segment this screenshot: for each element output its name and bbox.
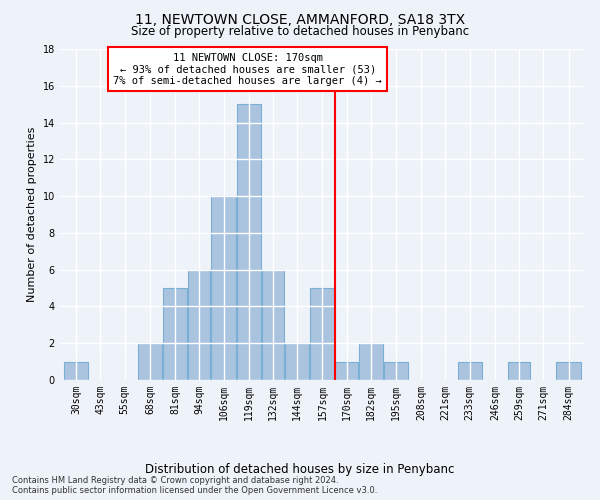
Text: 11 NEWTOWN CLOSE: 170sqm
← 93% of detached houses are smaller (53)
7% of semi-de: 11 NEWTOWN CLOSE: 170sqm ← 93% of detach… <box>113 52 382 86</box>
Bar <box>458 362 482 380</box>
Bar <box>556 362 581 380</box>
Text: Contains HM Land Registry data © Crown copyright and database right 2024.
Contai: Contains HM Land Registry data © Crown c… <box>12 476 377 495</box>
Text: 11, NEWTOWN CLOSE, AMMANFORD, SA18 3TX: 11, NEWTOWN CLOSE, AMMANFORD, SA18 3TX <box>135 12 465 26</box>
Bar <box>384 362 408 380</box>
Bar <box>285 343 310 380</box>
Bar <box>359 343 383 380</box>
Bar <box>262 270 284 380</box>
Bar <box>310 288 335 380</box>
Y-axis label: Number of detached properties: Number of detached properties <box>27 127 37 302</box>
Bar <box>508 362 530 380</box>
Bar <box>163 288 187 380</box>
Text: Distribution of detached houses by size in Penybanc: Distribution of detached houses by size … <box>145 462 455 475</box>
Bar <box>188 270 211 380</box>
Bar <box>64 362 88 380</box>
Bar <box>335 362 358 380</box>
Bar <box>211 196 236 380</box>
Bar <box>138 343 162 380</box>
Bar <box>236 104 261 380</box>
Text: Size of property relative to detached houses in Penybanc: Size of property relative to detached ho… <box>131 25 469 38</box>
